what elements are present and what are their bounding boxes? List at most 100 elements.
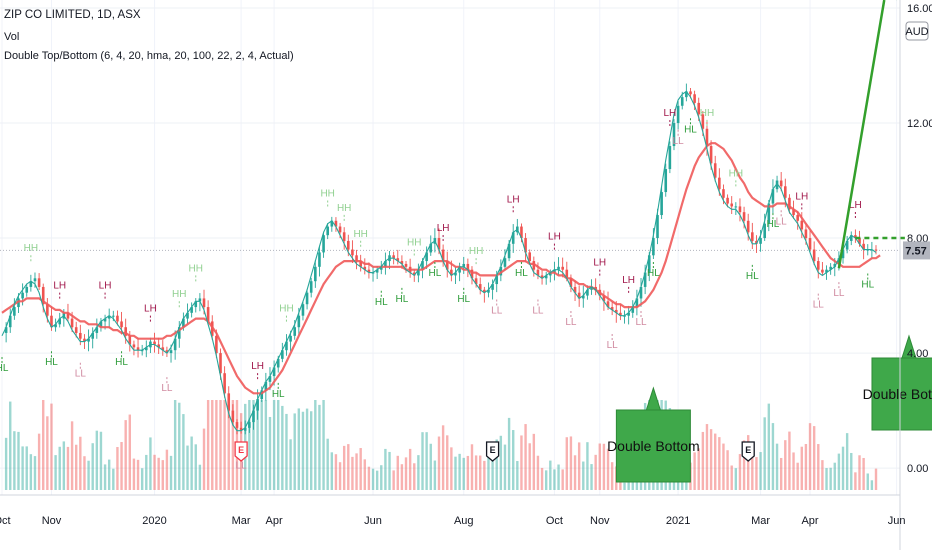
volume-bar — [751, 449, 754, 490]
volume-bar — [557, 464, 560, 490]
candle-body — [874, 249, 878, 251]
candle-body — [784, 186, 787, 198]
candle-body — [573, 286, 577, 293]
candle-body — [676, 105, 680, 124]
time-tick-label: Oct — [0, 515, 11, 527]
candle-body — [639, 286, 643, 299]
volume-bar — [359, 448, 362, 490]
candle-body — [425, 252, 428, 262]
price-tick-label: 16.00 — [907, 3, 932, 15]
candle-body — [759, 238, 762, 244]
volume-bar — [507, 417, 511, 490]
volume-bar — [54, 455, 57, 490]
symbol-title[interactable]: ZIP CO LIMITED, 1D, ASX — [4, 8, 141, 21]
volume-bar — [870, 480, 874, 490]
candle-body — [503, 258, 507, 267]
candle-body — [120, 321, 123, 328]
volume-bar — [429, 443, 432, 490]
volume-bar — [553, 469, 556, 490]
candle-body — [256, 399, 259, 411]
volume-bar — [590, 464, 593, 490]
candle-body — [495, 275, 499, 285]
candle-body — [198, 298, 202, 302]
candle-body — [29, 281, 33, 287]
candle-body — [412, 272, 416, 276]
volume-bar — [351, 456, 354, 490]
volume-indicator-label[interactable]: Vol — [4, 31, 20, 43]
volume-bar — [260, 400, 263, 490]
pivot-lh-label: LH — [99, 281, 112, 292]
candle-body — [705, 128, 709, 147]
volume-bar — [779, 457, 783, 490]
price-tick-label: 12.00 — [907, 118, 932, 130]
volume-bar — [722, 443, 725, 490]
pivot-ll-label: LL — [565, 317, 577, 328]
volume-bar — [153, 454, 156, 490]
candle-body — [812, 249, 816, 262]
volume-bar — [400, 464, 404, 490]
volume-bar — [520, 435, 523, 490]
candle-body — [223, 373, 226, 394]
volume-bar — [413, 463, 416, 490]
candle-body — [132, 344, 136, 348]
volume-bar — [693, 452, 696, 490]
candle-body — [507, 243, 511, 259]
candle-body — [363, 266, 367, 270]
pivot-hl-label: HL — [45, 357, 58, 368]
volume-bar — [483, 460, 486, 490]
volume-bar — [771, 423, 775, 490]
pivot-ll-label: LL — [813, 300, 825, 311]
volume-bar — [454, 456, 457, 490]
chart-legend: ZIP CO LIMITED, 1D, ASX Vol Double Top/B… — [4, 6, 294, 66]
candle-body — [54, 324, 57, 328]
pivot-hh-label: HH — [189, 263, 203, 274]
volume-bar — [437, 436, 441, 490]
volume-bar — [252, 400, 255, 490]
time-tick-label: Jun — [888, 515, 906, 527]
volume-bar — [223, 400, 226, 490]
candle-body — [21, 292, 24, 299]
candle-body — [755, 240, 758, 244]
volume-bar — [796, 462, 799, 490]
candle-body — [367, 269, 371, 273]
volume-bar — [544, 470, 548, 490]
candle-body — [577, 292, 581, 299]
time-tick-label: Oct — [546, 515, 563, 527]
volume-bar — [380, 465, 383, 490]
double-top-bottom-indicator-label[interactable]: Double Top/Bottom (6, 4, 20, hma, 20, 10… — [4, 50, 294, 62]
candle-body — [153, 341, 156, 345]
candle-body — [347, 240, 350, 250]
candle-body — [470, 269, 474, 279]
candle-body — [742, 212, 746, 221]
volume-bar — [734, 468, 738, 490]
volume-bar — [342, 445, 346, 490]
candle-body — [528, 252, 531, 262]
time-axis[interactable]: Oct Nov 2020 Mar Apr Jun Aug Oct Nov 2021 Mar Apr Ju… — [0, 494, 906, 527]
candle-body — [862, 243, 865, 250]
volume-bar — [227, 400, 230, 490]
candle-body — [841, 249, 845, 259]
pivot-lh-label: LH — [663, 108, 676, 119]
volume-bar — [355, 453, 358, 490]
pivot-ll-label: LL — [161, 383, 173, 394]
volume-bar — [322, 400, 325, 490]
volume-bar — [363, 459, 366, 490]
volume-bar — [767, 403, 771, 490]
pivot-hl-label: HL — [684, 124, 697, 135]
earnings-letter: E — [745, 445, 751, 455]
candle-body — [767, 203, 771, 224]
volume-bar — [326, 438, 329, 490]
candle-body — [664, 169, 668, 193]
volume-bar — [79, 436, 82, 490]
volume-bar — [817, 444, 820, 490]
candle-body — [50, 315, 53, 328]
double-bottom-pattern — [837, 0, 905, 269]
candle-body — [796, 215, 799, 221]
candle-body — [116, 315, 119, 322]
candle-body — [182, 318, 185, 328]
candle-body — [219, 353, 222, 374]
candle-body — [392, 255, 395, 259]
pivot-lh-label: LH — [622, 275, 635, 286]
